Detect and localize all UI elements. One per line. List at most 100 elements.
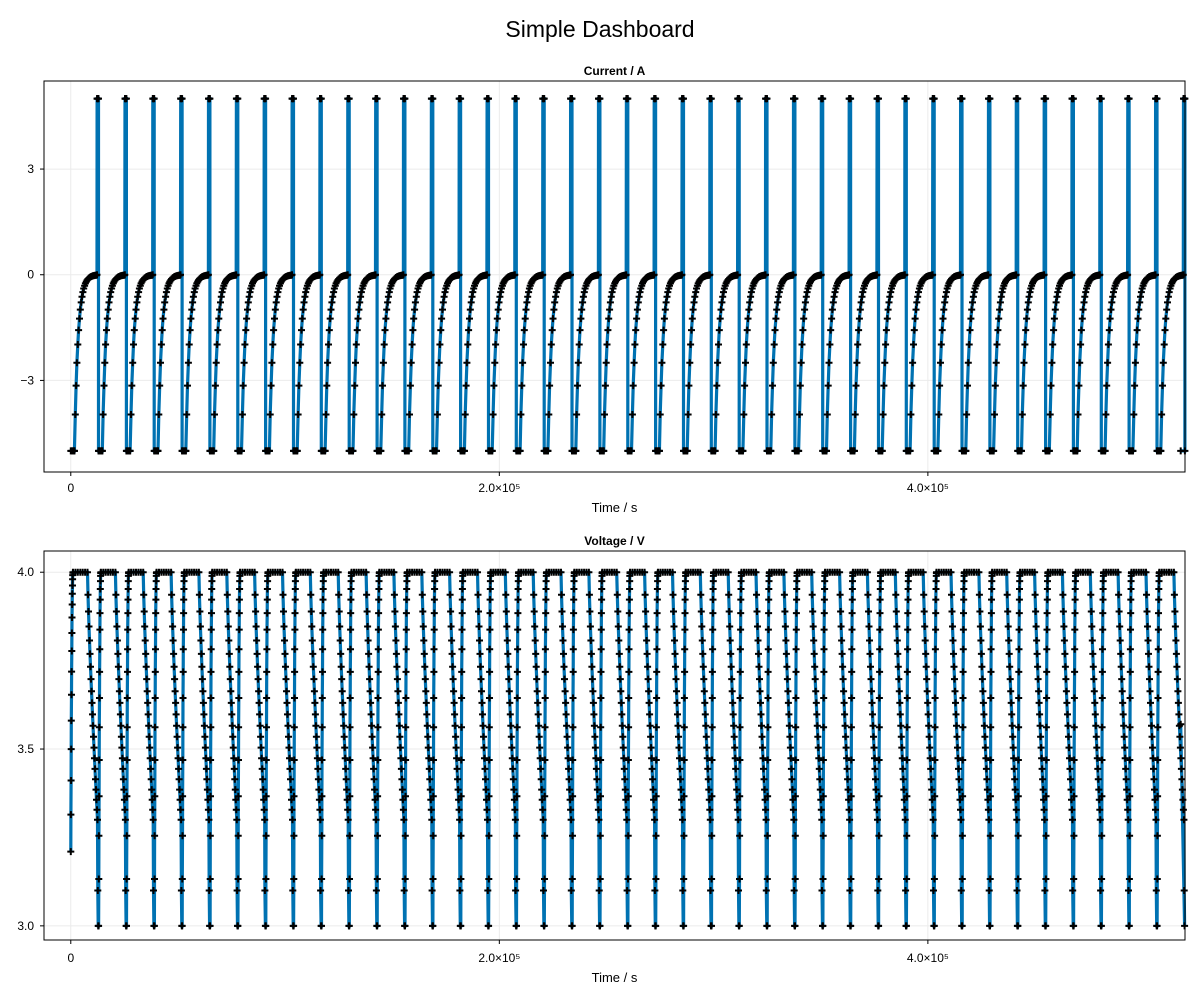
data-point <box>922 650 930 658</box>
data-point <box>182 447 190 455</box>
data-point <box>845 806 853 814</box>
data-point <box>931 756 939 764</box>
data-point <box>708 792 716 800</box>
data-point <box>112 608 120 615</box>
data-point <box>96 596 104 604</box>
data-point <box>541 668 549 676</box>
data-point <box>1173 675 1181 683</box>
data-point <box>762 887 770 894</box>
data-point <box>455 796 463 804</box>
data-point <box>76 306 84 314</box>
data-point <box>173 722 181 730</box>
data-point <box>436 341 444 348</box>
data-point <box>1014 922 1022 930</box>
data-point <box>396 744 404 752</box>
data-point <box>313 754 321 762</box>
data-point <box>924 699 932 707</box>
data-point <box>561 675 568 683</box>
data-point <box>402 792 409 800</box>
data-point <box>410 315 418 323</box>
data-point <box>148 796 156 804</box>
data-point <box>424 744 432 752</box>
data-point <box>1043 626 1051 634</box>
data-point <box>597 792 604 800</box>
data-point <box>621 786 629 794</box>
data-point <box>716 315 724 323</box>
data-point <box>171 687 179 695</box>
data-point <box>283 699 291 707</box>
data-point <box>975 568 983 576</box>
data-point <box>660 326 668 334</box>
data-point <box>987 609 995 617</box>
data-point <box>797 359 805 367</box>
data-point <box>764 694 772 702</box>
data-point <box>425 765 433 773</box>
data-point <box>438 315 446 323</box>
data-point <box>1177 765 1185 773</box>
data-point <box>676 765 684 773</box>
data-point <box>764 668 772 676</box>
data-point <box>374 723 382 731</box>
data-point <box>561 687 569 695</box>
data-point <box>873 271 881 279</box>
data-point <box>86 637 93 644</box>
data-point <box>782 637 790 644</box>
data-point <box>785 722 793 730</box>
data-point <box>207 756 215 764</box>
data-point <box>298 315 306 323</box>
data-point <box>731 744 739 752</box>
data-point <box>815 754 823 762</box>
data-point <box>848 694 856 702</box>
series-markers <box>67 568 1189 930</box>
data-point <box>851 411 859 418</box>
data-point <box>458 694 466 702</box>
data-point <box>986 792 994 800</box>
data-point <box>123 922 130 930</box>
data-point <box>986 95 994 103</box>
data-point <box>207 792 214 800</box>
data-point <box>336 637 344 644</box>
data-point <box>1152 816 1160 824</box>
data-point <box>882 326 890 334</box>
data-point <box>557 568 565 576</box>
data-point <box>815 765 823 773</box>
data-point <box>262 832 270 840</box>
data-point <box>244 306 251 314</box>
data-point <box>921 637 929 644</box>
data-point <box>480 733 487 741</box>
data-point <box>312 722 320 730</box>
data-point <box>401 922 409 930</box>
data-point <box>1066 765 1074 773</box>
data-point <box>484 887 492 894</box>
data-point <box>1091 699 1099 707</box>
data-point <box>203 786 211 794</box>
data-point <box>606 306 614 314</box>
data-point <box>1004 608 1012 615</box>
data-point <box>1034 675 1042 683</box>
data-point <box>533 687 541 695</box>
data-point <box>705 796 713 804</box>
data-point <box>92 786 100 794</box>
data-point <box>1092 722 1100 730</box>
data-point <box>846 816 854 824</box>
data-point <box>761 796 769 804</box>
data-point <box>820 645 828 653</box>
data-point <box>1150 765 1157 773</box>
data-point <box>255 699 263 707</box>
data-point <box>631 341 639 348</box>
data-point <box>671 637 678 644</box>
data-point <box>982 754 990 762</box>
data-point <box>847 792 855 800</box>
data-point <box>1006 663 1014 671</box>
data-point <box>144 699 152 707</box>
data-point <box>597 668 605 676</box>
data-point <box>899 775 907 783</box>
data-point <box>143 687 151 695</box>
data-point <box>229 733 237 741</box>
data-point <box>88 687 95 695</box>
data-point <box>978 675 986 683</box>
data-point <box>1099 626 1107 634</box>
data-point <box>789 271 797 279</box>
data-point <box>155 411 163 418</box>
data-point <box>541 694 549 702</box>
